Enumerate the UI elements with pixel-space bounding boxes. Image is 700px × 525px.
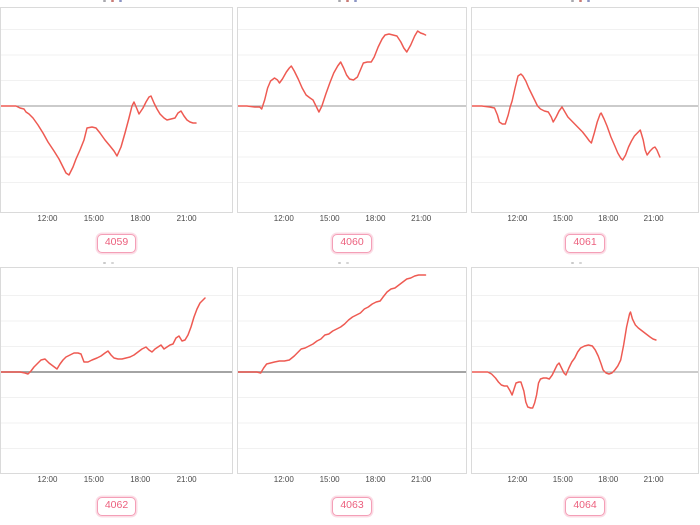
line-chart-svg <box>1 295 232 449</box>
x-axis: 12:00 15:00 18:00 21:00 <box>471 213 699 226</box>
cropped-title-fragment <box>338 262 342 264</box>
chart-id-badge[interactable]: 4059 <box>96 234 137 253</box>
badge-row: 4060 <box>237 226 467 262</box>
chart-panel-1: 12:00 15:00 18:00 21:00 4059 <box>0 0 233 262</box>
chart-panel-5: 12:00 15:00 18:00 21:00 4063 <box>237 262 467 525</box>
x-tick-label: 12:00 <box>37 475 58 484</box>
chart-id-badge[interactable]: 4060 <box>332 234 372 253</box>
x-tick-label: 18:00 <box>130 214 151 223</box>
line-chart-svg <box>472 29 698 183</box>
x-axis: 12:00 15:00 18:00 21:00 <box>237 213 467 226</box>
cropped-title <box>471 0 699 7</box>
cropped-title <box>237 0 467 7</box>
chart-panel-3: 12:00 15:00 18:00 21:00 4061 <box>471 0 699 262</box>
cropped-title-fragment <box>579 0 583 2</box>
x-axis: 12:00 15:00 18:00 21:00 <box>0 213 233 226</box>
x-tick-label: 21:00 <box>176 475 197 484</box>
x-tick-label: 12:00 <box>273 475 294 484</box>
x-tick-label: 12:00 <box>507 214 528 223</box>
cropped-title-fragment <box>118 0 122 2</box>
badge-row: 4063 <box>237 487 467 525</box>
x-tick-label: 18:00 <box>130 475 151 484</box>
x-tick-label: 18:00 <box>365 475 386 484</box>
cropped-title <box>0 0 233 7</box>
x-tick-label: 12:00 <box>507 475 528 484</box>
x-tick-label: 15:00 <box>552 214 573 223</box>
cropped-title-fragment <box>346 262 350 264</box>
x-tick-label: 15:00 <box>319 475 340 484</box>
x-tick-label: 18:00 <box>598 475 619 484</box>
x-tick-label: 12:00 <box>37 214 58 223</box>
badge-row: 4059 <box>0 226 233 262</box>
cropped-title <box>0 262 233 267</box>
cropped-title-fragment <box>102 262 106 264</box>
x-axis: 12:00 15:00 18:00 21:00 <box>0 474 233 487</box>
cropped-title-fragment <box>338 0 342 2</box>
line-chart-svg <box>1 29 232 183</box>
chart-id-badge[interactable]: 4064 <box>565 497 605 516</box>
x-tick-label: 15:00 <box>552 475 573 484</box>
line-chart-svg <box>238 29 466 183</box>
x-tick-label: 15:00 <box>319 214 340 223</box>
cropped-title-fragment <box>354 0 358 2</box>
line-chart[interactable] <box>471 7 699 213</box>
x-tick-label: 18:00 <box>365 214 386 223</box>
x-tick-label: 21:00 <box>411 475 432 484</box>
cropped-title-fragment <box>587 0 591 2</box>
x-tick-label: 15:00 <box>83 475 104 484</box>
x-tick-label: 21:00 <box>176 214 197 223</box>
line-chart[interactable] <box>471 267 699 474</box>
cropped-title <box>237 262 467 267</box>
cropped-title-fragment <box>571 0 575 2</box>
badge-row: 4064 <box>471 487 699 525</box>
cropped-title-fragment <box>346 0 350 2</box>
cropped-title-fragment <box>571 262 575 264</box>
x-axis: 12:00 15:00 18:00 21:00 <box>237 474 467 487</box>
x-tick-label: 21:00 <box>643 475 664 484</box>
badge-row: 4062 <box>0 487 233 525</box>
chart-id-badge[interactable]: 4062 <box>96 497 137 516</box>
line-chart[interactable] <box>0 7 233 213</box>
cropped-title-fragment <box>102 0 106 2</box>
line-chart-svg <box>238 274 466 449</box>
x-tick-label: 21:00 <box>411 214 432 223</box>
chart-id-badge[interactable]: 4061 <box>565 234 605 253</box>
cropped-title-fragment <box>110 262 114 264</box>
line-chart[interactable] <box>237 7 467 213</box>
chart-id-badge[interactable]: 4063 <box>332 497 372 516</box>
chart-panel-2: 12:00 15:00 18:00 21:00 4060 <box>237 0 467 262</box>
cropped-title-fragment <box>579 262 583 264</box>
badge-row: 4061 <box>471 226 699 262</box>
chart-panel-6: 12:00 15:00 18:00 21:00 4064 <box>471 262 699 525</box>
line-chart[interactable] <box>0 267 233 474</box>
x-axis: 12:00 15:00 18:00 21:00 <box>471 474 699 487</box>
line-chart[interactable] <box>237 267 467 474</box>
cropped-title <box>471 262 699 267</box>
line-chart-svg <box>472 295 698 449</box>
x-tick-label: 12:00 <box>273 214 294 223</box>
x-tick-label: 15:00 <box>83 214 104 223</box>
chart-panel-4: 12:00 15:00 18:00 21:00 4062 <box>0 262 233 525</box>
x-tick-label: 18:00 <box>598 214 619 223</box>
cropped-title-fragment <box>110 0 114 2</box>
x-tick-label: 21:00 <box>643 214 664 223</box>
